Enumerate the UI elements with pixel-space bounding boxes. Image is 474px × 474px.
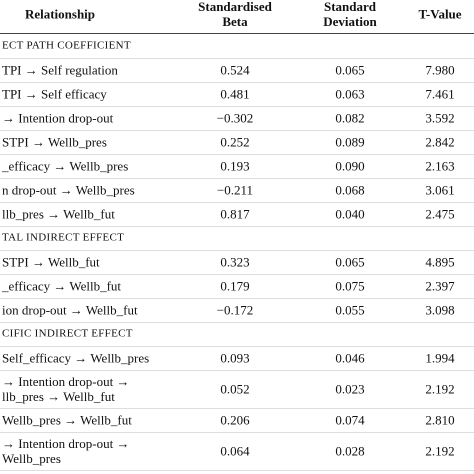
section-label: CIFIC INDIRECT EFFECT: [2, 327, 133, 340]
row-rule: [0, 154, 474, 155]
relationship-line: Self_efficacy → Wellb_pres: [2, 350, 150, 366]
t-value: 3.098: [425, 302, 455, 318]
sd: 0.065: [335, 254, 365, 270]
relationship-line: n drop-out → Wellb_pres: [2, 182, 135, 198]
row-rule: [0, 106, 474, 107]
t-value: 1.994: [425, 350, 455, 366]
section-label: ECT PATH COEFFICIENT: [2, 39, 131, 52]
row-rule: [0, 250, 474, 251]
sd: 0.075: [335, 278, 365, 294]
beta: 0.093: [220, 350, 250, 366]
t-value: 7.980: [425, 62, 455, 78]
sd: 0.028: [335, 443, 365, 459]
sd: 0.040: [335, 206, 365, 222]
row-rule: [0, 470, 474, 471]
row-rule: [0, 274, 474, 275]
sd: 0.046: [335, 350, 365, 366]
relationship-line: TPI → Self efficacy: [2, 86, 107, 102]
relationship-line: _efficacy → Wellb_fut: [2, 278, 122, 294]
sd: 0.074: [335, 412, 365, 428]
relationship: llb_pres → Wellb_fut: [2, 207, 115, 222]
beta: 0.817: [220, 206, 250, 222]
relationship: STPI → Wellb_fut: [2, 255, 100, 270]
row-rule: [0, 370, 474, 371]
beta: 0.206: [220, 412, 250, 428]
beta: 0.179: [220, 278, 250, 294]
t-value: 2.163: [425, 158, 455, 174]
relationship-line: llb_pres → Wellb_fut: [2, 206, 115, 222]
row-rule: [0, 298, 474, 299]
relationship-line: _efficacy → Wellb_pres: [2, 158, 129, 174]
relationship-line: Wellb_pres → Wellb_fut: [2, 412, 132, 428]
relationship: TPI → Self regulation: [2, 63, 118, 78]
t-value: 2.192: [425, 443, 455, 459]
section-label: TAL INDIRECT EFFECT: [2, 231, 125, 244]
relationship-line: → Intention drop-out →: [2, 436, 130, 451]
relationship: _efficacy → Wellb_pres: [2, 159, 128, 174]
relationship: ion drop-out → Wellb_fut: [2, 303, 138, 318]
sd: 0.063: [335, 86, 365, 102]
relationship: → Intention drop-out: [2, 111, 113, 126]
relationship-line: STPI → Wellb_pres: [2, 134, 107, 150]
t-value: 3.592: [425, 110, 455, 126]
t-value: 2.397: [425, 278, 455, 294]
relationship-line: → Intention drop-out: [2, 110, 114, 126]
sd: 0.068: [335, 182, 365, 198]
sd: 0.055: [335, 302, 365, 318]
row-rule: [0, 322, 474, 323]
relationship: Wellb_pres → Wellb_fut: [2, 413, 132, 428]
relationship-line: llb_pres → Wellb_fut: [2, 389, 115, 404]
header-beta: Standardised Beta: [198, 0, 272, 29]
beta: 0.524: [220, 62, 250, 78]
header-relationship: Relationship: [24, 6, 96, 22]
t-value: 7.461: [425, 86, 455, 102]
beta: −0.172: [216, 302, 254, 318]
t-value: 4.895: [425, 254, 455, 270]
relationship: Self_efficacy → Wellb_pres: [2, 351, 149, 366]
sd: 0.082: [335, 110, 365, 126]
row-rule: [0, 202, 474, 203]
relationship: n drop-out → Wellb_pres: [2, 183, 135, 198]
relationship-line: ion drop-out → Wellb_fut: [2, 302, 138, 318]
t-value: 2.842: [425, 134, 455, 150]
header-rule: [0, 33, 474, 34]
row-rule: [0, 178, 474, 179]
row-rule: [0, 130, 474, 131]
relationship: _efficacy → Wellb_fut: [2, 279, 121, 294]
relationship-line: STPI → Wellb_fut: [2, 254, 100, 270]
beta: 0.064: [220, 443, 250, 459]
sd: 0.065: [335, 62, 365, 78]
row-rule: [0, 346, 474, 347]
header-tvalue: T-Value: [418, 6, 462, 22]
beta: 0.481: [220, 86, 250, 102]
relationship: TPI → Self efficacy: [2, 87, 107, 102]
row-rule: [0, 432, 474, 433]
beta: 0.193: [220, 158, 250, 174]
beta: 0.052: [220, 381, 250, 397]
beta: 0.252: [220, 134, 250, 150]
beta: −0.211: [216, 182, 254, 198]
t-value: 3.061: [425, 182, 455, 198]
row-rule: [0, 226, 474, 227]
t-value: 2.192: [425, 381, 455, 397]
relationship: → Intention drop-out → llb_pres → Wellb_f…: [2, 374, 129, 404]
row-rule: [0, 58, 474, 59]
sd: 0.023: [335, 381, 365, 397]
t-value: 2.475: [425, 206, 455, 222]
header-sd: Standard Deviation: [323, 0, 377, 29]
relationship-line: Wellb_pres: [2, 451, 61, 466]
row-rule: [0, 82, 474, 83]
beta: 0.323: [220, 254, 250, 270]
t-value: 2.810: [425, 412, 455, 428]
beta: −0.302: [216, 110, 254, 126]
relationship: STPI → Wellb_pres: [2, 135, 107, 150]
relationship-line: TPI → Self regulation: [2, 62, 118, 78]
relationship: → Intention drop-out → Wellb_pres: [2, 436, 129, 466]
sd: 0.089: [335, 134, 365, 150]
relationship-line: → Intention drop-out →: [2, 374, 130, 389]
row-rule: [0, 408, 474, 409]
sd: 0.090: [335, 158, 365, 174]
